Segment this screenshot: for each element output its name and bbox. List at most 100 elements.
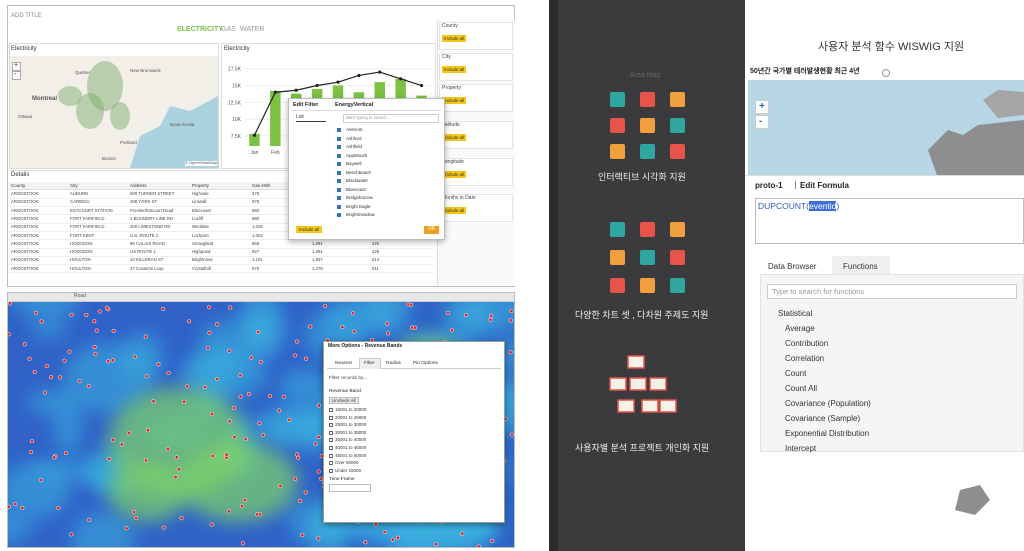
filter-item: Bluecoast bbox=[346, 186, 366, 192]
checkbox[interactable] bbox=[337, 153, 341, 158]
checkbox[interactable] bbox=[337, 204, 341, 209]
map-pin bbox=[134, 515, 139, 521]
include-button[interactable]: Include all bbox=[442, 207, 467, 215]
tab[interactable]: Radius bbox=[386, 361, 401, 366]
filter-item: Ashfield bbox=[346, 144, 363, 149]
checkbox[interactable] bbox=[337, 187, 341, 192]
formula-expression: DUPCOUNT(eventid) bbox=[758, 201, 839, 212]
zoom-button[interactable] bbox=[755, 100, 769, 114]
table-cell: AROOSTOOK bbox=[11, 249, 39, 255]
tab[interactable]: GAS bbox=[221, 26, 236, 33]
checkbox[interactable] bbox=[337, 162, 341, 166]
checkbox[interactable] bbox=[329, 446, 333, 450]
table-cell: 514 bbox=[372, 257, 380, 263]
search-box[interactable] bbox=[343, 114, 439, 123]
tab[interactable]: WATER bbox=[240, 26, 265, 33]
map-pin bbox=[316, 403, 322, 408]
active-tab bbox=[832, 256, 890, 274]
checkbox[interactable] bbox=[329, 468, 333, 473]
table-cell: AROOSTOOK bbox=[11, 215, 39, 221]
tab[interactable]: Nearest bbox=[335, 361, 352, 366]
table-cell: AROOSTOOK bbox=[11, 199, 39, 205]
table-cell: Highpond bbox=[192, 249, 211, 255]
project-icon bbox=[629, 377, 647, 391]
table-cell: 960 bbox=[252, 207, 260, 213]
divider bbox=[292, 110, 441, 111]
filter-mode[interactable]: List bbox=[296, 114, 326, 122]
zoom-button[interactable] bbox=[12, 71, 21, 80]
line-point bbox=[378, 70, 382, 74]
checkbox[interactable] bbox=[337, 128, 341, 132]
map-pin bbox=[363, 540, 368, 545]
map-pin bbox=[185, 384, 190, 389]
bar bbox=[249, 133, 260, 146]
table-cell: 880 bbox=[252, 215, 260, 221]
checkbox[interactable] bbox=[329, 461, 333, 466]
include-button[interactable]: Include all bbox=[442, 134, 467, 142]
include-button[interactable]: Include all bbox=[296, 226, 323, 234]
table-cell: Crystalhill bbox=[192, 265, 211, 271]
zoom-label[interactable]: + bbox=[759, 101, 765, 112]
function-item[interactable]: Average bbox=[785, 324, 815, 333]
include-button[interactable]: Include all bbox=[442, 66, 467, 74]
zoom-label[interactable]: - bbox=[14, 71, 17, 78]
checkbox[interactable] bbox=[329, 423, 333, 428]
table-cell: AROOSTOOK bbox=[11, 191, 39, 196]
checkbox[interactable] bbox=[329, 408, 333, 412]
zoom-label[interactable]: - bbox=[759, 116, 763, 127]
heat-blob bbox=[63, 343, 154, 414]
checkbox[interactable] bbox=[329, 415, 333, 420]
map-pin bbox=[323, 303, 328, 308]
include-button[interactable]: Include all bbox=[442, 35, 467, 43]
checkbox[interactable] bbox=[337, 179, 341, 183]
place-label: New Brunswick bbox=[130, 68, 162, 73]
tab[interactable]: Pin Options bbox=[413, 361, 438, 366]
checkbox[interactable] bbox=[337, 170, 341, 175]
map-pin bbox=[22, 342, 27, 347]
zoom-button[interactable] bbox=[755, 115, 769, 129]
function-item[interactable]: Covariance (Sample) bbox=[785, 414, 861, 423]
function-item[interactable]: Correlation bbox=[785, 354, 825, 363]
checkbox[interactable] bbox=[337, 145, 341, 149]
zoom-button[interactable] bbox=[12, 62, 21, 71]
map-pin bbox=[143, 334, 148, 339]
uncheck-button[interactable]: Uncheck All bbox=[329, 397, 359, 405]
function-item[interactable]: Count bbox=[785, 369, 807, 378]
table-cell: 378 bbox=[252, 191, 260, 196]
include-button[interactable]: Include all bbox=[442, 97, 467, 105]
heat-blob bbox=[31, 318, 67, 339]
checkbox[interactable] bbox=[337, 213, 341, 217]
time-frame-select[interactable] bbox=[329, 484, 371, 492]
checkbox[interactable] bbox=[329, 438, 333, 443]
breadcrumb[interactable]: proto-1 bbox=[755, 181, 783, 190]
map-pin bbox=[449, 328, 455, 333]
include-button[interactable]: Include all bbox=[442, 171, 467, 179]
function-search[interactable] bbox=[767, 284, 1017, 299]
function-item[interactable]: Covariance (Population) bbox=[785, 399, 871, 408]
map-pin bbox=[44, 364, 49, 369]
function-item[interactable]: Exponential Distribution bbox=[785, 429, 870, 438]
tab[interactable]: Data Browser bbox=[768, 262, 817, 271]
map-pin bbox=[156, 362, 161, 367]
table-row bbox=[9, 249, 434, 257]
checkbox[interactable] bbox=[329, 430, 333, 435]
tab[interactable]: ELECTRICITY bbox=[177, 26, 223, 33]
map-pin bbox=[20, 505, 25, 511]
zoom-label[interactable]: + bbox=[14, 62, 19, 69]
checkbox[interactable] bbox=[337, 196, 341, 200]
checkbox[interactable] bbox=[329, 453, 333, 458]
function-item[interactable]: Count All bbox=[785, 384, 818, 393]
dialog-title: More Options - Revenue Bands bbox=[328, 343, 403, 349]
tab[interactable]: Filter bbox=[364, 361, 375, 366]
info-icon[interactable] bbox=[882, 69, 890, 77]
line-point bbox=[399, 77, 403, 81]
checkbox[interactable] bbox=[337, 136, 341, 141]
ok-button[interactable]: OK bbox=[424, 226, 440, 234]
function-item[interactable]: Intercept bbox=[785, 444, 817, 453]
map-style[interactable]: Road bbox=[74, 293, 86, 299]
filter-name: Property bbox=[442, 85, 461, 91]
tab[interactable]: Functions bbox=[843, 262, 878, 271]
map-pin bbox=[132, 510, 137, 515]
map-pin bbox=[27, 356, 32, 361]
function-item[interactable]: Contribution bbox=[785, 339, 829, 348]
